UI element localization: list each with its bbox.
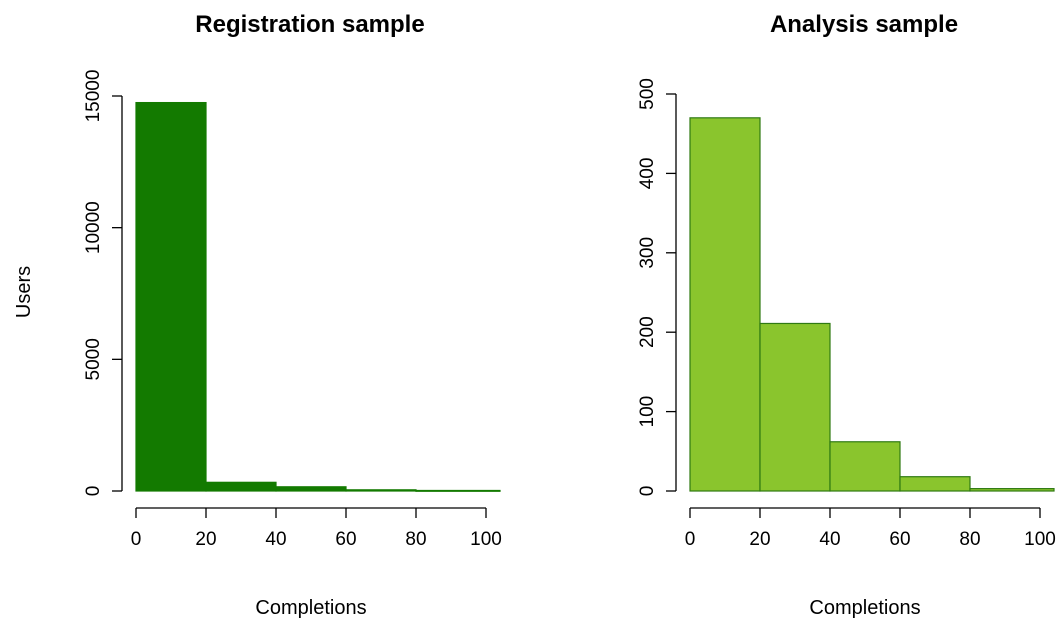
histogram-bar xyxy=(345,489,417,492)
bars xyxy=(689,117,1055,492)
y-axis-label: Users xyxy=(13,266,35,318)
chart-title: Analysis sample xyxy=(770,11,958,38)
x-axis: 0 20 40 60 80 100 xyxy=(131,507,502,550)
histogram-bar xyxy=(135,101,207,492)
x-tick-label: 0 xyxy=(685,529,696,550)
analysis-panel: Analysis sample Completions 0 20 40 60 80 100… xyxy=(637,11,1056,619)
histogram-bar xyxy=(969,488,1055,492)
x-tick-label: 20 xyxy=(195,529,216,550)
x-tick-label: 60 xyxy=(889,529,910,550)
y-tick-label: 5000 xyxy=(83,338,104,380)
y-axis: 0 100 200 300 400 500 xyxy=(637,78,677,497)
y-tick-label: 400 xyxy=(637,158,658,190)
x-tick-label: 0 xyxy=(131,529,142,550)
bars xyxy=(135,101,501,492)
histogram-bar xyxy=(275,486,347,492)
x-axis-label: Completions xyxy=(255,597,366,619)
y-tick-label: 0 xyxy=(637,486,658,497)
x-tick-label: 100 xyxy=(1024,529,1056,550)
y-axis: 0 5000 10000 15000 xyxy=(83,70,123,497)
x-axis: 0 20 40 60 80 100 xyxy=(685,507,1056,550)
x-axis-label: Completions xyxy=(809,597,920,619)
histogram-bar xyxy=(759,322,831,492)
y-tick-label: 100 xyxy=(637,396,658,428)
registration-panel: Registration sample Completions Users 0 2… xyxy=(13,11,502,619)
histogram-bar xyxy=(829,441,901,492)
x-tick-label: 80 xyxy=(405,529,426,550)
y-tick-label: 15000 xyxy=(83,70,104,123)
x-tick-label: 20 xyxy=(749,529,770,550)
x-tick-label: 40 xyxy=(819,529,840,550)
histogram-bar xyxy=(205,481,277,492)
y-tick-label: 300 xyxy=(637,237,658,269)
chart-title: Registration sample xyxy=(195,11,424,38)
x-tick-label: 60 xyxy=(335,529,356,550)
histogram-bar xyxy=(689,117,761,492)
y-tick-label: 10000 xyxy=(83,201,104,254)
histogram-bar xyxy=(899,476,971,492)
x-tick-label: 40 xyxy=(265,529,286,550)
x-tick-label: 80 xyxy=(959,529,980,550)
y-tick-label: 500 xyxy=(637,78,658,110)
y-tick-label: 0 xyxy=(83,486,104,497)
histogram-bar xyxy=(415,489,501,492)
y-tick-label: 200 xyxy=(637,316,658,348)
x-tick-label: 100 xyxy=(470,529,502,550)
